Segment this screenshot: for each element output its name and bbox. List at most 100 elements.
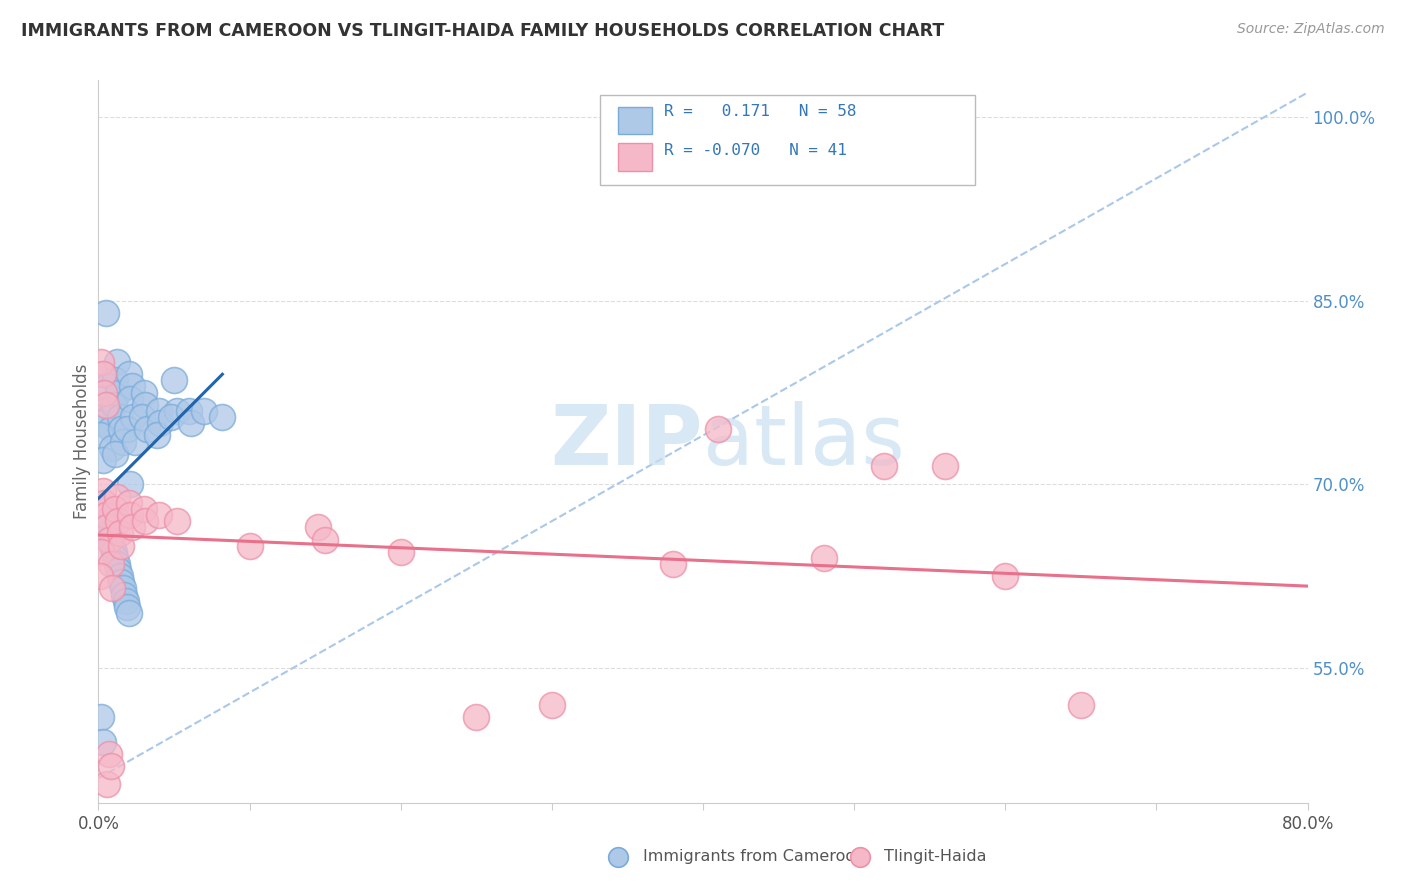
Point — [104, 373, 127, 387]
Point — [121, 379, 143, 393]
Point — [1070, 698, 1092, 712]
Text: ZIP: ZIP — [551, 401, 703, 482]
Text: R = -0.070   N = 41: R = -0.070 N = 41 — [664, 143, 848, 158]
Point — [707, 422, 730, 436]
Point — [166, 404, 188, 418]
Point — [110, 539, 132, 553]
Point — [389, 545, 412, 559]
Point — [100, 533, 122, 547]
Point — [122, 410, 145, 425]
Point — [314, 533, 336, 547]
Point — [91, 367, 114, 381]
Point — [115, 422, 138, 436]
Point — [100, 759, 122, 773]
Point — [103, 398, 125, 412]
Point — [179, 404, 201, 418]
Point — [134, 398, 156, 412]
Point — [90, 545, 112, 559]
Point — [118, 496, 141, 510]
Point — [91, 367, 114, 381]
Point — [132, 502, 155, 516]
Point — [104, 502, 127, 516]
Point — [110, 575, 132, 590]
Point — [105, 490, 128, 504]
Point — [105, 355, 128, 369]
Point — [115, 599, 138, 614]
Point — [131, 410, 153, 425]
Point — [540, 698, 562, 712]
Point — [121, 520, 143, 534]
Point — [160, 410, 183, 425]
Point — [465, 710, 488, 724]
Point — [193, 404, 215, 418]
Point — [110, 422, 132, 436]
Point — [90, 416, 112, 430]
Point — [124, 434, 146, 449]
Point — [89, 569, 111, 583]
Point — [94, 514, 117, 528]
Point — [813, 550, 835, 565]
Point — [118, 606, 141, 620]
Point — [211, 410, 233, 425]
Point — [120, 477, 142, 491]
Point — [98, 533, 121, 547]
Point — [132, 385, 155, 400]
Text: Tlingit-Haida: Tlingit-Haida — [884, 849, 987, 864]
Point — [100, 422, 122, 436]
Point — [105, 557, 128, 571]
Point — [93, 496, 115, 510]
Point — [994, 569, 1017, 583]
Point — [307, 520, 329, 534]
Point — [111, 434, 134, 449]
Point — [91, 734, 114, 748]
Point — [108, 569, 131, 583]
Bar — [619, 143, 652, 170]
Text: IMMIGRANTS FROM CAMEROON VS TLINGIT-HAIDA FAMILY HOUSEHOLDS CORRELATION CHART: IMMIGRANTS FROM CAMEROON VS TLINGIT-HAID… — [21, 22, 945, 40]
Point — [96, 520, 118, 534]
Point — [135, 422, 157, 436]
Point — [103, 545, 125, 559]
Point — [98, 747, 121, 761]
Point — [107, 514, 129, 528]
Point — [118, 367, 141, 381]
Bar — [619, 107, 652, 135]
Point — [89, 428, 111, 442]
Point — [101, 539, 124, 553]
Point — [94, 398, 117, 412]
Point — [101, 441, 124, 455]
Point — [120, 392, 142, 406]
Point — [104, 550, 127, 565]
Point — [100, 557, 122, 571]
Y-axis label: Family Households: Family Households — [73, 364, 91, 519]
Point — [180, 416, 202, 430]
Text: R =   0.171   N = 58: R = 0.171 N = 58 — [664, 103, 856, 119]
Point — [107, 563, 129, 577]
Point — [148, 508, 170, 522]
Text: Source: ZipAtlas.com: Source: ZipAtlas.com — [1237, 22, 1385, 37]
Text: Immigrants from Cameroon: Immigrants from Cameroon — [643, 849, 865, 864]
FancyBboxPatch shape — [600, 95, 976, 185]
Point — [148, 404, 170, 418]
Point — [90, 355, 112, 369]
Point — [108, 410, 131, 425]
Point — [93, 502, 115, 516]
Point — [111, 582, 134, 596]
Point — [93, 385, 115, 400]
Point — [120, 508, 142, 522]
Point — [98, 410, 121, 425]
Point — [98, 526, 121, 541]
Point — [661, 557, 683, 571]
Point — [96, 379, 118, 393]
Point — [90, 710, 112, 724]
Point — [94, 508, 117, 522]
Point — [934, 458, 956, 473]
Point — [107, 385, 129, 400]
Point — [91, 453, 114, 467]
Point — [101, 582, 124, 596]
Point — [239, 539, 262, 553]
Point — [114, 593, 136, 607]
Point — [149, 416, 172, 430]
Point — [108, 526, 131, 541]
Point — [873, 458, 896, 473]
Text: atlas: atlas — [703, 401, 904, 482]
